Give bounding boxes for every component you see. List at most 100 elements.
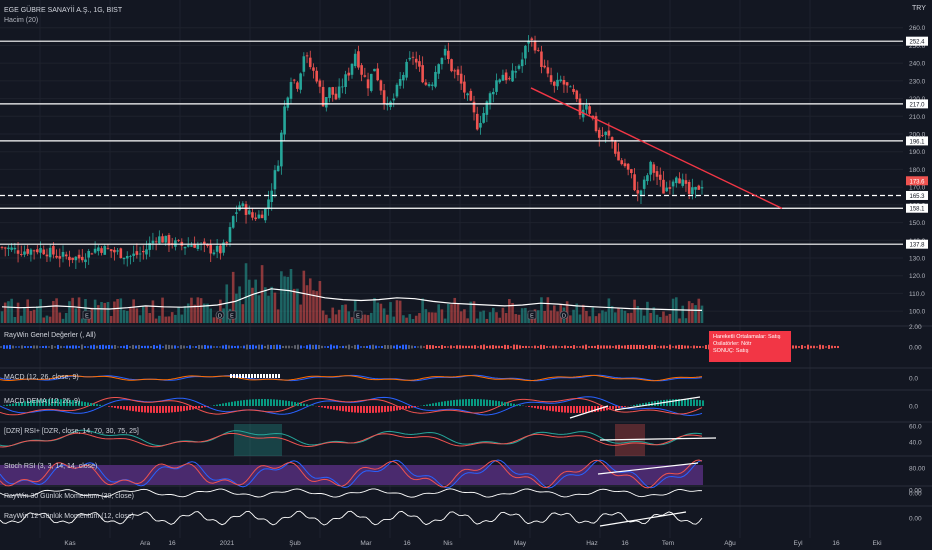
- candle-body: [29, 249, 33, 255]
- genel-degerler-bar: [252, 344, 254, 350]
- stoch-d-line: [0, 459, 703, 489]
- horizontal-levels[interactable]: [0, 40, 903, 245]
- macd-dema-histogram-bar: [36, 399, 38, 406]
- candle-body: [196, 244, 200, 249]
- volume-bar: [247, 279, 251, 323]
- candle-body: [418, 61, 421, 67]
- macd-dema-histogram-bar: [468, 399, 470, 406]
- macd-dema-histogram-bar: [66, 399, 68, 406]
- genel-degerler-bar: [462, 345, 464, 349]
- macd-dema-histogram-bar: [228, 402, 230, 406]
- candle-body: [575, 90, 579, 100]
- volume-bar: [379, 303, 383, 323]
- macd-dema-histogram-bar: [495, 400, 497, 406]
- genel-degerler-bar: [57, 344, 59, 350]
- macd-dema-histogram-bar: [402, 406, 404, 410]
- candle-body: [103, 246, 107, 255]
- indicator-legend-stoch-rsi[interactable]: Stoch RSI (3, 3, 14, 14, close): [4, 463, 98, 470]
- volume-bar: [508, 299, 511, 323]
- indicator-legend-momentum-12[interactable]: RayWin 12 Günlük Momentum (12, close): [4, 513, 134, 520]
- macd-dema-histogram-bar: [576, 406, 578, 413]
- genel-degerler-bar: [144, 345, 146, 349]
- volume-bar: [691, 303, 694, 323]
- genel-degerler-bar: [498, 345, 500, 349]
- candle-body: [520, 59, 524, 67]
- genel-degerler-bar: [402, 344, 404, 350]
- candle-body: [694, 186, 697, 190]
- volume-bar: [116, 299, 119, 323]
- genel-degerler-bar: [273, 344, 275, 350]
- indicator-axis-tick: 0.00: [909, 516, 922, 523]
- volume-bar: [382, 308, 386, 323]
- genel-degerler-bar: [609, 345, 611, 349]
- volume-bar: [655, 314, 659, 323]
- macd-dema-histogram-bar: [498, 401, 500, 406]
- genel-degerler-bar: [399, 345, 401, 349]
- macd-dema-histogram-bar: [507, 402, 509, 406]
- candle-body: [113, 249, 116, 253]
- volume-bar: [100, 301, 103, 323]
- volume-bar: [588, 316, 591, 323]
- candle-body: [212, 252, 216, 255]
- genel-degerler-bar: [447, 346, 449, 348]
- candle-body: [257, 214, 261, 219]
- volume-bar: [549, 310, 553, 323]
- earnings-marker: [82, 310, 92, 320]
- indicator-legend-macd-dema[interactable]: MACD DEMA (12, 26, 9): [4, 398, 81, 405]
- genel-degerler-bar: [600, 345, 602, 349]
- genel-degerler-bar: [381, 345, 383, 349]
- date-axis[interactable]: Kas Ara 16 2021 Şub Mar 16 Nis May Haz 16 Tem Ağu Eyl…: [64, 540, 881, 547]
- genel-degerler-bar: [666, 346, 668, 348]
- macd-dema-histogram-bar: [252, 399, 254, 406]
- indicator-legend-rsi[interactable]: [DZR] RSI+ [DZR, close, 14, 70, 30, 75, …: [4, 428, 139, 435]
- candle-body: [190, 245, 193, 247]
- indicator-legend-raywin-genel[interactable]: RayWin Genel Değerler (, All): [4, 332, 96, 339]
- indicator-legend-momentum-30[interactable]: RayWin 30 Günlük Momentum (30, close): [4, 493, 134, 500]
- macd-dema-histogram-bar: [234, 401, 236, 406]
- macd-dema-histogram-bar: [453, 400, 455, 406]
- trendline[interactable]: [530, 87, 783, 210]
- volume-bar: [286, 276, 290, 323]
- candle-body: [498, 79, 502, 83]
- volume-bar: [19, 315, 23, 323]
- candle-body: [681, 179, 685, 186]
- candle-body: [614, 141, 617, 154]
- earnings-marker: [227, 310, 237, 320]
- price-axis[interactable]: 260.0250.0240.0230.0220.0210.0200.0190.0…: [909, 25, 926, 315]
- candle-body: [687, 181, 691, 194]
- candle-body: [684, 180, 688, 184]
- macd-histogram-bar: [263, 374, 265, 378]
- macd-dema-histogram-bar: [330, 406, 332, 410]
- volume-bar: [520, 308, 524, 323]
- genel-degerler-bar: [291, 346, 293, 348]
- volume-bar: [119, 298, 123, 323]
- macd-dema-histogram-bar: [534, 406, 536, 409]
- genel-degerler-bar: [837, 345, 839, 349]
- signal-moving-averages: Hareketli Ortalamalar: Satış: [713, 334, 781, 340]
- volume-bar: [215, 314, 219, 323]
- indicator-legend-macd[interactable]: MACD (12, 26, close, 9): [4, 374, 79, 381]
- genel-degerler-bar: [621, 345, 623, 349]
- genel-degerler-bar: [510, 346, 512, 348]
- volume-bar: [42, 317, 46, 323]
- candle-body: [151, 240, 155, 244]
- macd-dema-histogram-bar: [411, 406, 413, 408]
- volume-bar: [29, 310, 33, 323]
- volume-bar: [511, 303, 514, 323]
- macd-dema-histogram-bar: [501, 401, 503, 406]
- date-tick-label: Kas: [64, 540, 76, 547]
- genel-degerler-bar: [636, 344, 638, 350]
- volume-bar: [164, 316, 168, 323]
- genel-degerler-bar: [231, 345, 233, 349]
- level-label-text: 165.3: [909, 194, 925, 200]
- macd-dema-histogram-bar: [372, 406, 374, 413]
- candle-body: [533, 40, 537, 51]
- macd-dema-histogram-bar: [432, 403, 434, 406]
- candle-body: [52, 246, 55, 255]
- macd-dema-histogram-bar: [558, 406, 560, 413]
- candle-body: [514, 71, 518, 73]
- candle-body: [341, 86, 344, 88]
- volume-bar: [347, 311, 351, 323]
- volume-bar: [543, 310, 546, 323]
